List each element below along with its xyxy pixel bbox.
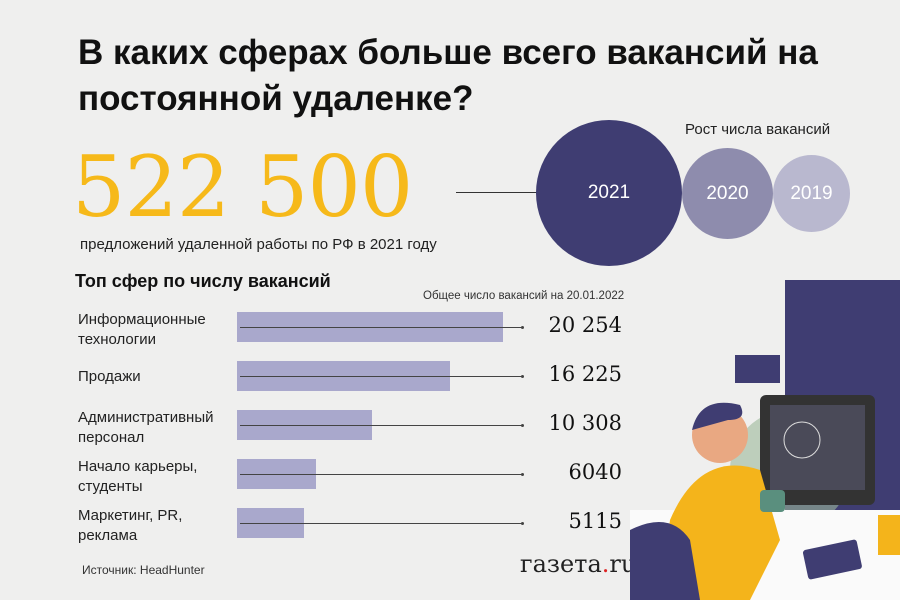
category-label-line: Маркетинг, PR, [78, 507, 183, 524]
value-label: 5115 [568, 509, 622, 533]
headline-number: 522 500 [72, 138, 413, 236]
circle-2021: 2021 [536, 120, 682, 266]
category-label-line: Продажи [78, 368, 141, 385]
headline-caption: предложений удаленной работы по РФ в 202… [80, 236, 437, 253]
chart-subtitle: Общее число вакансий на 20.01.2022 [423, 290, 625, 302]
leader-line [240, 522, 524, 525]
logo-dot: . [601, 550, 610, 578]
mug-icon [760, 490, 785, 512]
year-label: 2019 [790, 182, 833, 204]
growth-label: Рост числа вакансий [685, 121, 831, 138]
leader-line [240, 375, 524, 378]
category-label-line: Начало карьеры, [78, 458, 198, 475]
year-label: 2020 [706, 182, 749, 204]
leader-line [240, 424, 524, 427]
circle-2019: 2019 [773, 155, 850, 232]
person-hair [692, 402, 743, 430]
category-label-line: Информационные [78, 311, 206, 328]
value-label: 16 225 [548, 362, 622, 386]
source: Источник: HeadHunter [82, 563, 205, 577]
pot-icon [878, 515, 900, 555]
category-label-line: реклама [78, 527, 138, 544]
page-title: В каких сферах больше всего вакансий на … [78, 33, 818, 118]
chair-icon [630, 522, 700, 600]
chart-title: Топ сфер по числу вакансий [75, 271, 331, 291]
category-label-line: персонал [78, 429, 145, 446]
category-label-line: студенты [78, 478, 143, 495]
category-label: Маркетинг, PR, реклама [78, 506, 182, 546]
category-label-line: технологии [78, 331, 157, 348]
value-label: 10 308 [548, 411, 622, 435]
category-label: Информационные технологии [78, 310, 206, 350]
category-label-line: Административный [78, 409, 214, 426]
category-label: Административный персонал [78, 408, 214, 448]
illustration-person-at-computer [630, 280, 900, 600]
value-label: 6040 [568, 460, 622, 484]
value-label: 20 254 [548, 313, 622, 337]
picture-icon [735, 355, 780, 383]
category-label: Начало карьеры, студенты [78, 457, 197, 497]
logo: газета.ru [520, 550, 636, 578]
year-label: 2021 [587, 182, 631, 203]
category-label: Продажи [78, 367, 141, 387]
leader-line [240, 326, 524, 329]
leader-line [240, 473, 524, 476]
logo-main: газета [520, 550, 602, 578]
tablet-icon [802, 539, 862, 580]
circle-2020: 2020 [682, 148, 773, 239]
